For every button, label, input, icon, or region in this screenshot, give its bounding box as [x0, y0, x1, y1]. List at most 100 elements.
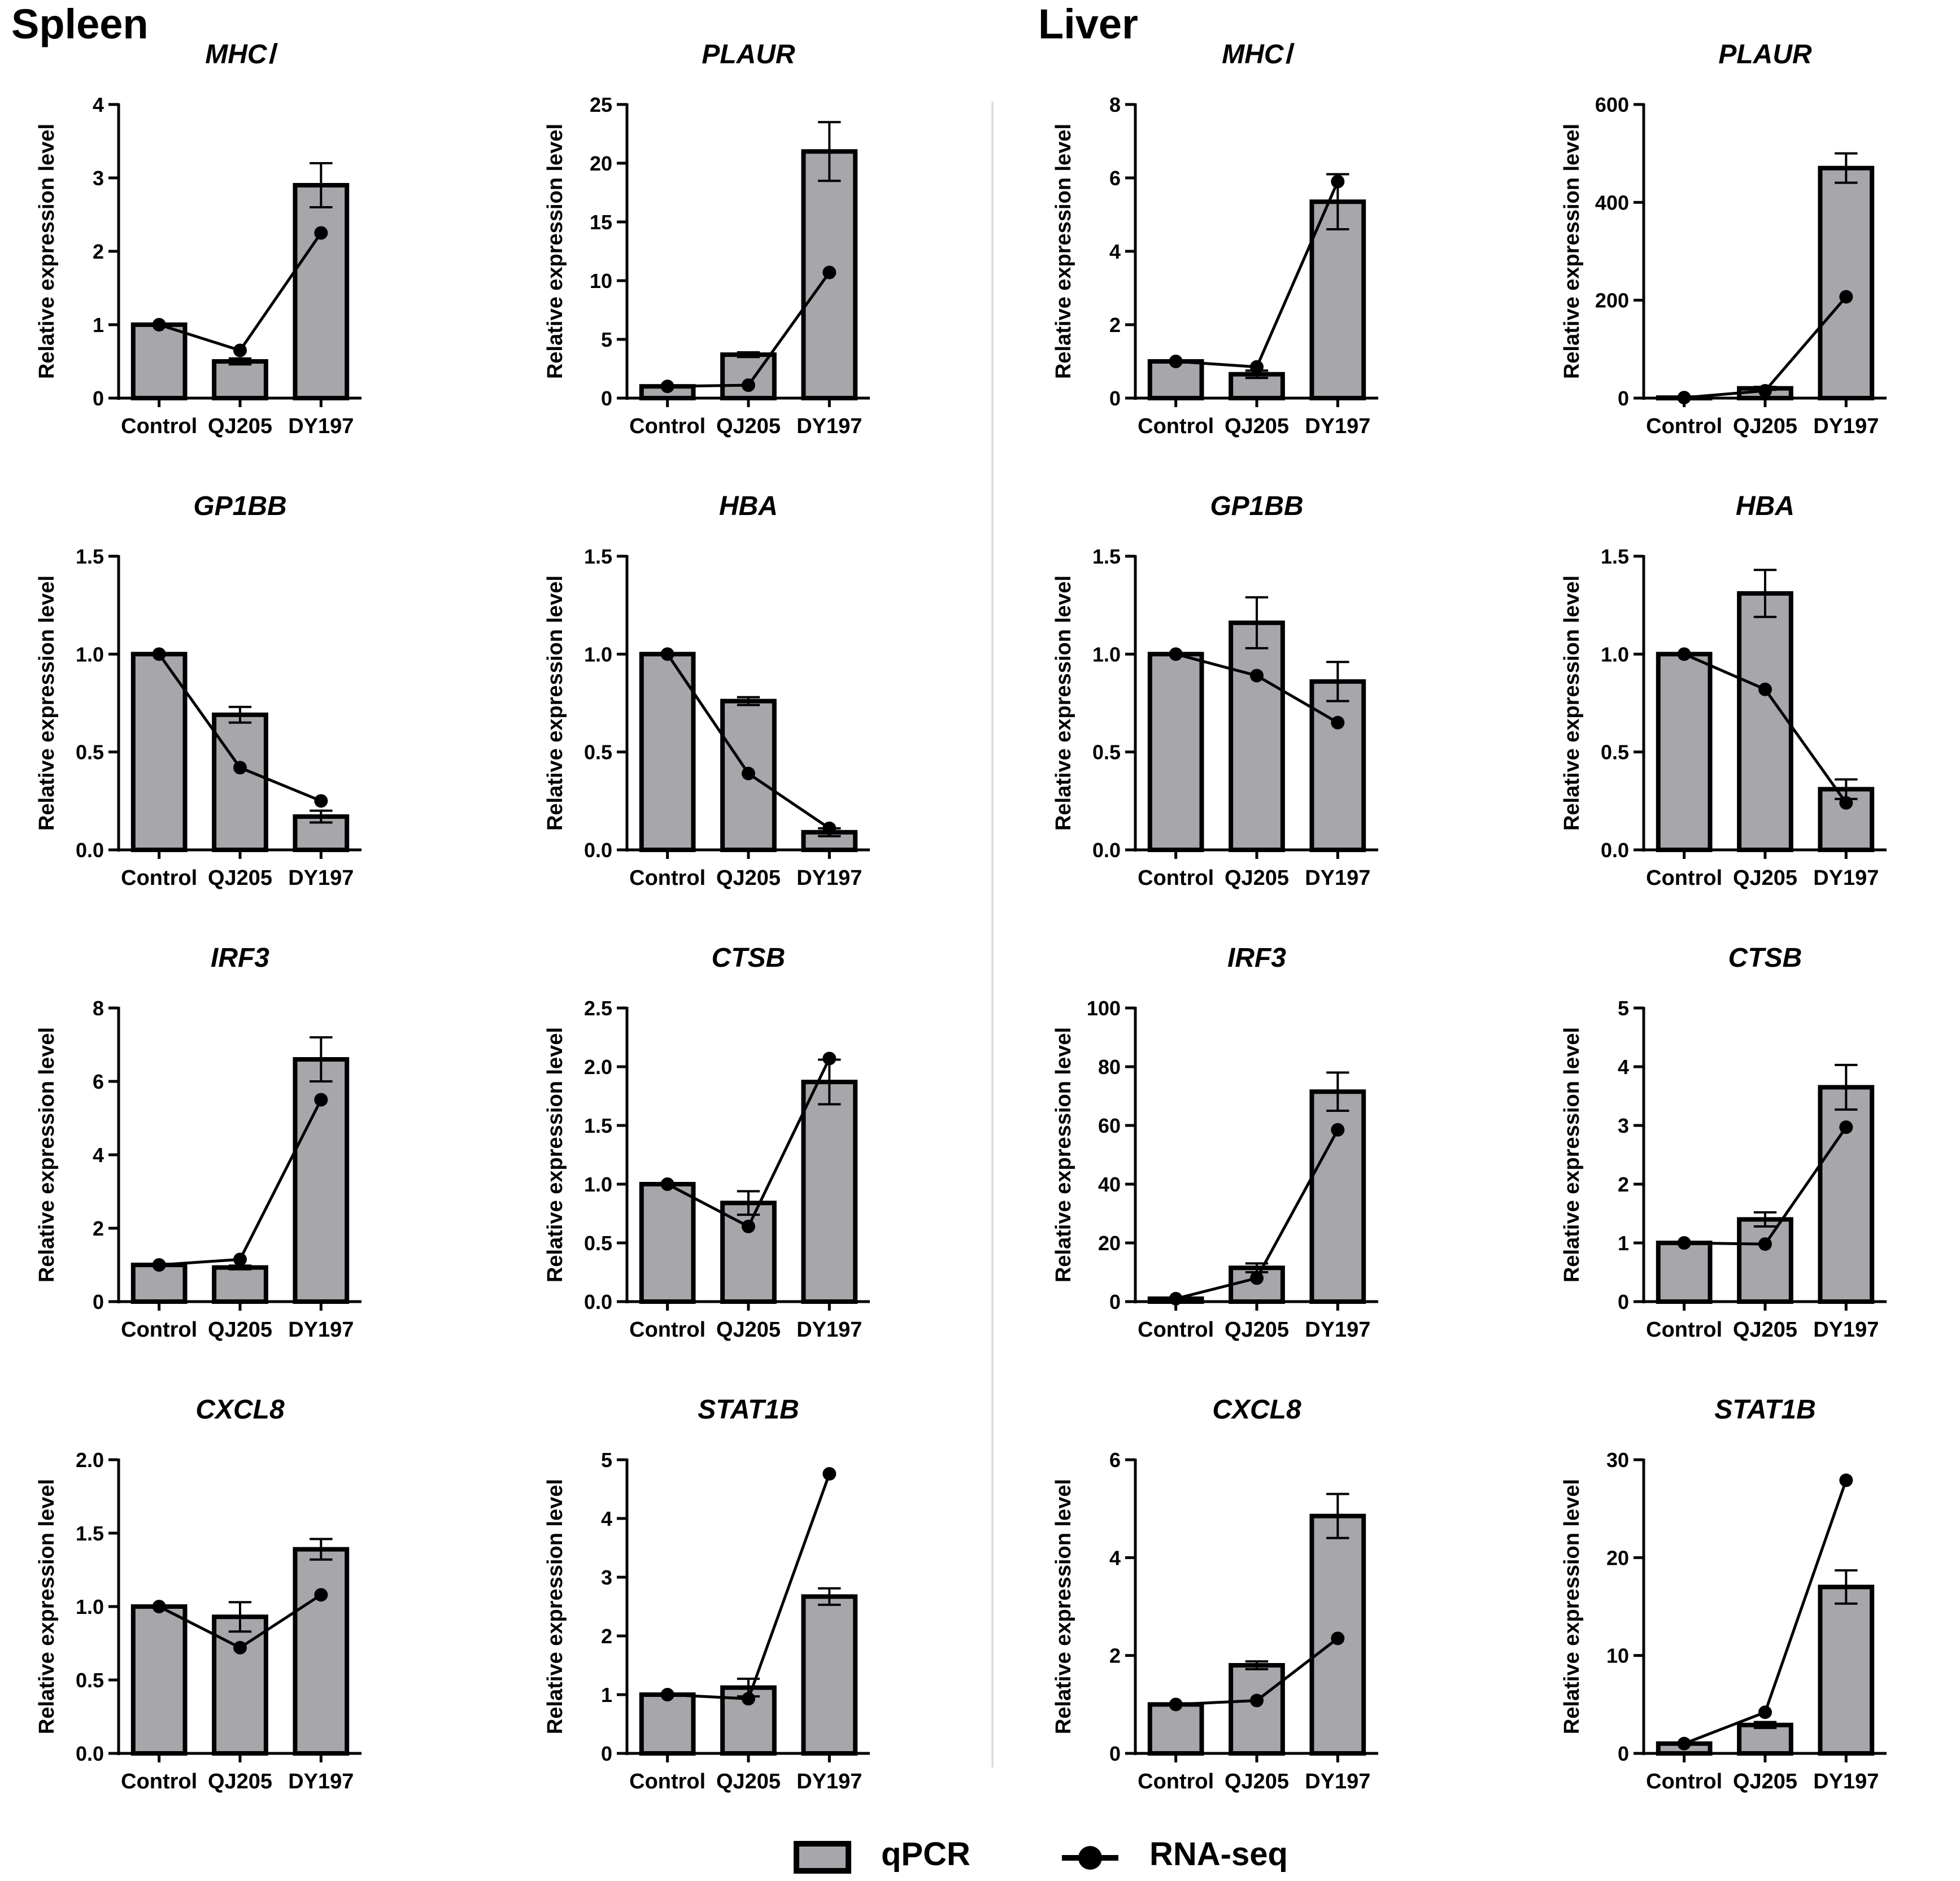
x-tick-label: DY197 [1813, 1770, 1879, 1793]
rnaseq-point-control [152, 1258, 166, 1272]
x-tick-label: Control [1646, 414, 1722, 438]
y-tick-label: 1.0 [1601, 643, 1629, 666]
y-tick-label: 2 [1618, 1173, 1629, 1196]
x-tick-label: DY197 [288, 414, 354, 438]
legend-qpcr-swatch [794, 1841, 851, 1874]
y-tick-label: 20 [1606, 1546, 1629, 1569]
y-tick-label: 25 [590, 93, 612, 116]
y-tick-label: 0.5 [76, 1669, 104, 1692]
y-tick-label: 0.5 [1092, 741, 1121, 764]
y-tick-label: 4 [1109, 240, 1121, 263]
y-tick-label: 0 [93, 387, 104, 410]
x-tick-label: DY197 [796, 1318, 862, 1342]
y-tick-label: 6 [93, 1070, 104, 1093]
rnaseq-point-qj205 [742, 766, 755, 780]
x-tick-label: Control [629, 414, 705, 438]
x-tick-label: QJ205 [1733, 1318, 1797, 1342]
x-tick-label: Control [629, 866, 705, 890]
y-tick-label: 4 [1618, 1055, 1629, 1079]
y-tick-label: 4 [93, 93, 104, 116]
y-tick-label: 2.5 [584, 997, 612, 1020]
y-tick-label: 1.5 [76, 545, 104, 568]
bar-control [639, 652, 696, 853]
rnaseq-point-dy197 [314, 1093, 328, 1107]
rnaseq-point-qj205 [1250, 1694, 1264, 1708]
x-tick-label: Control [629, 1770, 705, 1793]
rnaseq-point-qj205 [742, 378, 755, 392]
bar-dy197 [1309, 679, 1366, 853]
x-tick-label: QJ205 [716, 414, 781, 438]
chart-title: PLAUR [1718, 40, 1812, 69]
panel-liver-irf3: IRF3 Relative expression level 0 20 40 60 80 10… [1052, 943, 1378, 1342]
x-tick-label: DY197 [796, 1770, 862, 1793]
panel-spleen-mhc: MHCⅠ Relative expression level 0 1 2 3 4 Contro… [35, 40, 361, 438]
y-axis-label: Relative expression level [1560, 1479, 1584, 1734]
rnaseq-point-qj205 [1758, 1237, 1772, 1251]
panel-liver-stat1b: STAT1B Relative expression level 0 10 20 30 Co… [1560, 1395, 1887, 1793]
y-tick-label: 2 [93, 1217, 104, 1240]
rnaseq-point-dy197 [822, 1467, 837, 1481]
rnaseq-point-dy197 [1331, 174, 1345, 189]
legend: qPCR RNA-seq [794, 1836, 1288, 1874]
y-tick-label: 0.0 [1601, 839, 1629, 862]
x-tick-label: QJ205 [1225, 1318, 1289, 1342]
x-tick-label: QJ205 [1733, 414, 1797, 438]
bar-control [639, 1182, 696, 1304]
chart-title: IRF3 [1227, 943, 1286, 973]
y-tick-label: 1.5 [76, 1522, 104, 1545]
chart-title: MHCⅠ [205, 40, 278, 69]
y-axis-label: Relative expression level [35, 1027, 59, 1282]
panel-spleen-gp1bb: GP1BB Relative expression level 0.0 0.5 1.0 1… [35, 491, 361, 890]
y-tick-label: 0 [1618, 387, 1629, 410]
x-tick-label: DY197 [1813, 866, 1879, 890]
rnaseq-point-qj205 [1250, 669, 1264, 683]
y-tick-label: 0 [1109, 1290, 1121, 1313]
x-tick-label: Control [1138, 866, 1214, 890]
rnaseq-point-control [660, 1177, 674, 1191]
y-tick-label: 400 [1595, 191, 1629, 214]
y-tick-label: 1.0 [76, 643, 104, 666]
y-tick-label: 1 [93, 313, 104, 337]
rnaseq-point-qj205 [1250, 1271, 1264, 1285]
x-tick-label: Control [121, 866, 197, 890]
rnaseq-point-qj205 [1758, 1705, 1772, 1719]
y-tick-label: 1.0 [1092, 643, 1121, 666]
panel-liver-cxcl8: CXCL8 Relative expression level 0 2 4 6 Contro… [1052, 1395, 1378, 1793]
y-tick-label: 4 [93, 1144, 104, 1167]
y-axis-label: Relative expression level [1052, 575, 1075, 831]
panel-spleen-plaur: PLAUR Relative expression level 0 5 10 15 20 25… [543, 40, 870, 438]
y-tick-label: 60 [1098, 1114, 1121, 1137]
rnaseq-point-dy197 [1839, 796, 1853, 810]
bar-qj205 [212, 359, 268, 400]
y-tick-label: 30 [1606, 1448, 1629, 1472]
y-tick-label: 8 [1109, 93, 1121, 116]
y-axis-label: Relative expression level [1052, 1027, 1075, 1282]
bar-qj205 [1229, 1663, 1285, 1756]
rnaseq-point-qj205 [1250, 360, 1264, 374]
y-tick-label: 2 [1109, 313, 1121, 337]
x-tick-label: QJ205 [208, 414, 272, 438]
bar-dy197 [293, 1547, 350, 1756]
y-tick-label: 1 [1618, 1232, 1629, 1255]
y-axis-label: Relative expression level [543, 1027, 567, 1282]
x-tick-label: Control [1646, 1770, 1722, 1793]
panel-liver-hba: HBA Relative expression level 0.0 0.5 1.0 1.5… [1560, 491, 1887, 890]
x-tick-label: QJ205 [716, 1770, 781, 1793]
y-tick-label: 100 [1087, 997, 1121, 1020]
bar-control [130, 1604, 188, 1756]
y-tick-label: 0.5 [76, 741, 104, 764]
x-tick-label: Control [121, 1318, 197, 1342]
rnaseq-point-control [1677, 1236, 1691, 1250]
x-tick-label: QJ205 [716, 1318, 781, 1342]
rnaseq-point-qj205 [742, 1692, 755, 1706]
x-tick-label: DY197 [796, 866, 862, 890]
y-tick-label: 0 [1618, 1290, 1629, 1313]
x-tick-label: Control [121, 1770, 197, 1793]
y-tick-label: 8 [93, 997, 104, 1020]
rnaseq-point-qj205 [1758, 682, 1772, 696]
rnaseq-point-qj205 [233, 343, 247, 357]
y-tick-label: 2 [1109, 1644, 1121, 1668]
x-tick-label: QJ205 [716, 866, 781, 890]
y-tick-label: 0 [1109, 387, 1121, 410]
rnaseq-point-control [1169, 1697, 1183, 1712]
